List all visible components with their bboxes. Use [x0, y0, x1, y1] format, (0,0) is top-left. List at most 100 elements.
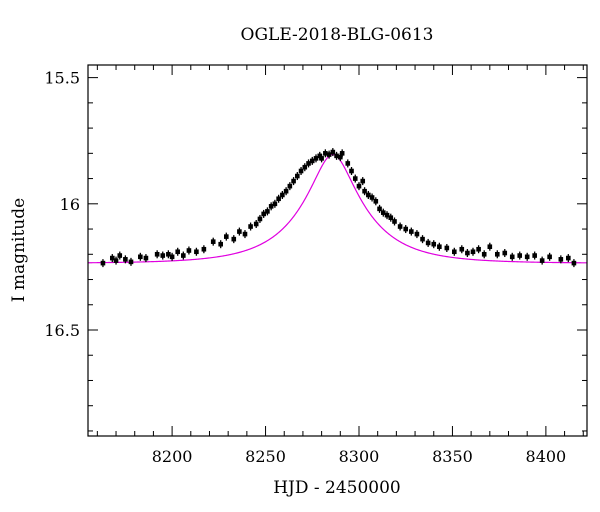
point-marker: [194, 249, 199, 255]
point-marker: [113, 258, 119, 263]
data-point: [487, 242, 493, 251]
data-point: [138, 252, 143, 261]
point-marker: [360, 178, 366, 184]
point-marker: [109, 255, 115, 261]
data-point: [261, 209, 266, 218]
point-marker: [330, 149, 336, 155]
point-marker: [298, 168, 304, 174]
point-marker: [465, 250, 470, 256]
y-tick-label: 15.5: [44, 69, 80, 88]
point-marker: [345, 161, 351, 166]
x-tick-label: 8200: [152, 447, 193, 466]
point-marker: [265, 209, 270, 214]
point-marker: [117, 253, 123, 258]
point-marker: [414, 231, 420, 237]
point-marker: [420, 236, 425, 242]
data-point: [231, 235, 237, 244]
point-marker: [517, 253, 523, 258]
data-point: [403, 225, 409, 234]
point-marker: [231, 236, 237, 242]
point-marker: [352, 176, 358, 181]
point-marker: [128, 259, 134, 265]
point-marker: [186, 248, 192, 253]
point-marker: [280, 192, 285, 198]
data-point: [397, 222, 403, 231]
point-marker: [388, 215, 394, 220]
data-point: [248, 222, 253, 231]
data-point: [547, 252, 552, 261]
data-point: [366, 190, 371, 199]
data-point: [384, 211, 390, 220]
point-marker: [309, 158, 315, 164]
point-marker: [437, 244, 442, 250]
point-marker: [494, 251, 500, 257]
point-marker: [373, 198, 379, 204]
data-point: [431, 240, 437, 249]
data-point: [326, 150, 332, 159]
data-point: [253, 220, 259, 228]
plot-frame: [87, 64, 588, 437]
data-point: [558, 255, 564, 264]
point-marker: [276, 196, 281, 202]
point-marker: [295, 173, 300, 179]
point-marker: [154, 251, 160, 257]
x-tick-label: 8350: [432, 447, 473, 466]
data-point: [459, 245, 465, 254]
data-point: [287, 182, 293, 191]
point-marker: [100, 260, 106, 266]
data-point: [380, 208, 386, 217]
point-marker: [138, 254, 143, 260]
data-point: [154, 250, 160, 259]
data-point: [257, 214, 263, 223]
data-point: [444, 243, 450, 252]
point-marker: [397, 224, 403, 229]
point-marker: [384, 212, 390, 218]
data-point: [532, 251, 537, 260]
point-marker: [566, 255, 571, 261]
point-marker: [268, 204, 274, 209]
point-marker: [380, 210, 386, 215]
point-marker: [169, 254, 175, 260]
data-point: [349, 167, 354, 175]
data-point: [465, 249, 470, 258]
data-point: [373, 197, 379, 206]
point-marker: [571, 260, 577, 266]
point-marker: [392, 219, 397, 224]
point-marker: [175, 249, 181, 255]
y-tick-label: 16: [60, 195, 80, 214]
data-point: [414, 230, 420, 239]
data-point: [476, 245, 481, 254]
data-point: [356, 182, 362, 191]
point-marker: [444, 245, 450, 251]
point-marker: [166, 251, 171, 257]
data-point: [452, 247, 457, 256]
data-point: [360, 177, 366, 186]
point-marker: [403, 226, 409, 232]
x-axis-label: HJD - 2450000: [273, 478, 401, 498]
x-tick-label: 8400: [526, 447, 567, 466]
axis-ticks: [88, 65, 587, 436]
chart-title: OGLE-2018-BLG-0613: [241, 25, 434, 45]
data-point: [223, 232, 229, 241]
point-marker: [253, 221, 259, 227]
data-point: [539, 256, 545, 265]
data-point: [268, 202, 274, 211]
data-point: [323, 149, 328, 158]
data-point: [109, 254, 115, 263]
data-point: [369, 193, 375, 202]
point-marker: [287, 183, 293, 189]
data-point: [113, 256, 119, 265]
data-point: [425, 238, 431, 247]
data-point: [470, 247, 476, 256]
data-point: [100, 259, 106, 268]
data-point: [280, 190, 285, 199]
point-marker: [377, 206, 382, 212]
point-marker: [257, 216, 263, 222]
data-point: [181, 251, 186, 260]
data-point: [295, 172, 300, 181]
point-marker: [539, 258, 545, 263]
point-marker: [123, 257, 128, 262]
y-tick-label: 16.5: [44, 321, 80, 340]
data-points: [100, 148, 577, 268]
